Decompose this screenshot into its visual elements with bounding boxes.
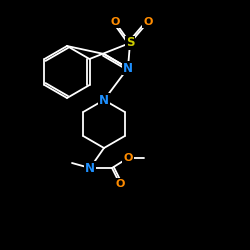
Text: N: N [99, 94, 109, 106]
Text: N: N [85, 162, 95, 174]
Text: O: O [143, 17, 153, 27]
Text: S: S [126, 36, 134, 50]
Text: N: N [123, 62, 133, 74]
Text: O: O [115, 179, 125, 189]
Text: O: O [110, 17, 120, 27]
Text: O: O [123, 153, 133, 163]
